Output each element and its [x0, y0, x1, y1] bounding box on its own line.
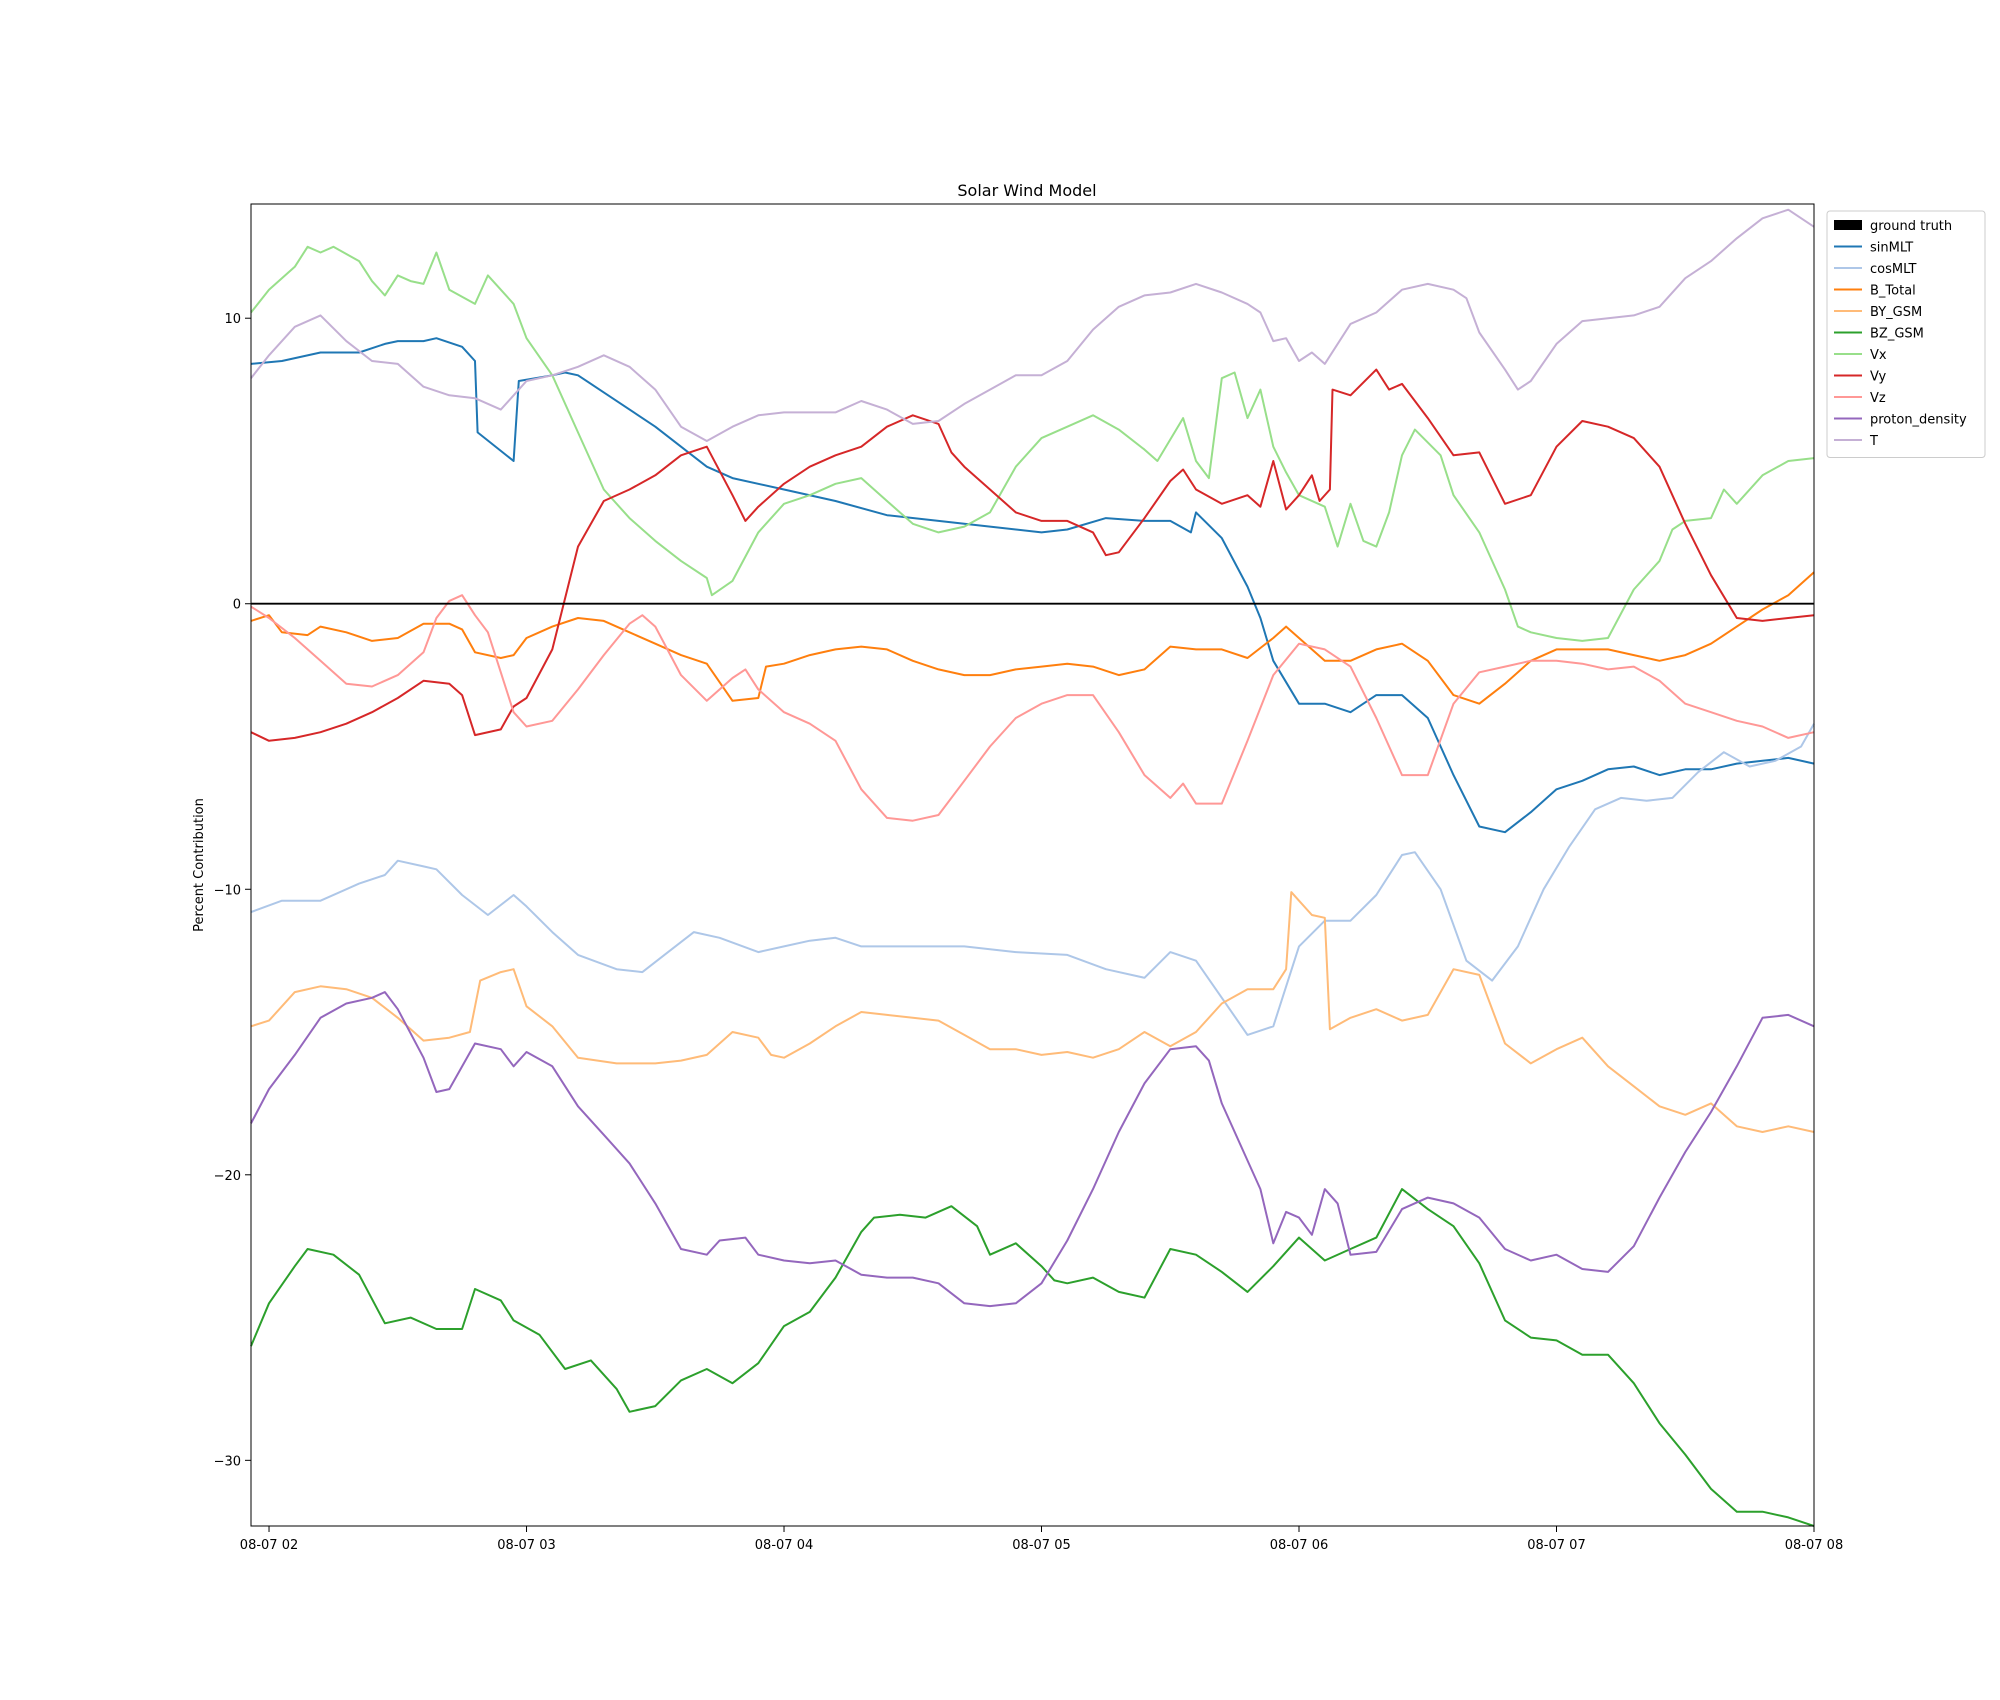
series-line-vz — [250, 594, 1815, 822]
y-tick-label: −30 — [214, 1454, 241, 1469]
x-tick-label: 08-07 06 — [1270, 1538, 1328, 1553]
x-tick-label: 08-07 02 — [240, 1538, 298, 1553]
legend-label-vx: Vx — [1870, 348, 1887, 363]
ticks-layer: 08-07 02 08-07 03 08-07 04 08-07 05 08-07 06… — [214, 312, 1844, 1553]
legend-label-vy: Vy — [1870, 370, 1887, 385]
x-tick-label: 08-07 05 — [1012, 1538, 1070, 1553]
legend-label-bz-gsm: BZ_GSM — [1870, 327, 1924, 342]
legend-label-sinmlt: sinMLT — [1870, 241, 1913, 256]
series-line-sinmlt — [250, 337, 1815, 834]
legend-swatch-ground-truth — [1834, 220, 1862, 230]
legend-box — [1826, 210, 1986, 458]
chart-title: Solar Wind Model — [957, 181, 1096, 200]
y-tick-label: 0 — [233, 598, 241, 613]
legend-label-b-total: B_Total — [1870, 284, 1916, 299]
series-line-bz-gsm — [250, 1188, 1815, 1527]
legend: ground truth sinMLT cosMLT B_Total BY_GSM BZ_… — [1826, 210, 1986, 458]
x-tick-label: 08-07 08 — [1785, 1538, 1843, 1553]
legend-label-ground-truth: ground truth — [1870, 219, 1952, 234]
legend-label-proton-density: proton_density — [1870, 413, 1967, 428]
y-tick-label: −10 — [214, 883, 241, 898]
legend-label-t: T — [1869, 434, 1878, 449]
x-tick-label: 08-07 03 — [497, 1538, 555, 1553]
y-tick-label: −20 — [214, 1169, 241, 1184]
series-line-by-gsm — [250, 891, 1815, 1133]
series-line-proton-density — [250, 991, 1815, 1308]
legend-label-cosmlt: cosMLT — [1870, 262, 1917, 277]
x-tick-label: 08-07 04 — [755, 1538, 813, 1553]
series-layer — [250, 208, 1815, 1527]
legend-label-vz: Vz — [1870, 391, 1886, 406]
series-line-t — [250, 208, 1815, 442]
series-line-cosmlt — [250, 723, 1815, 1036]
legend-label-by-gsm: BY_GSM — [1870, 305, 1922, 320]
y-axis-label: Percent Contribution — [192, 798, 207, 932]
plot-frame — [250, 203, 1815, 1527]
series-line-vx — [250, 245, 1815, 642]
series-line-vy — [250, 368, 1815, 742]
x-tick-label: 08-07 07 — [1527, 1538, 1585, 1553]
y-tick-label: 10 — [224, 312, 241, 327]
